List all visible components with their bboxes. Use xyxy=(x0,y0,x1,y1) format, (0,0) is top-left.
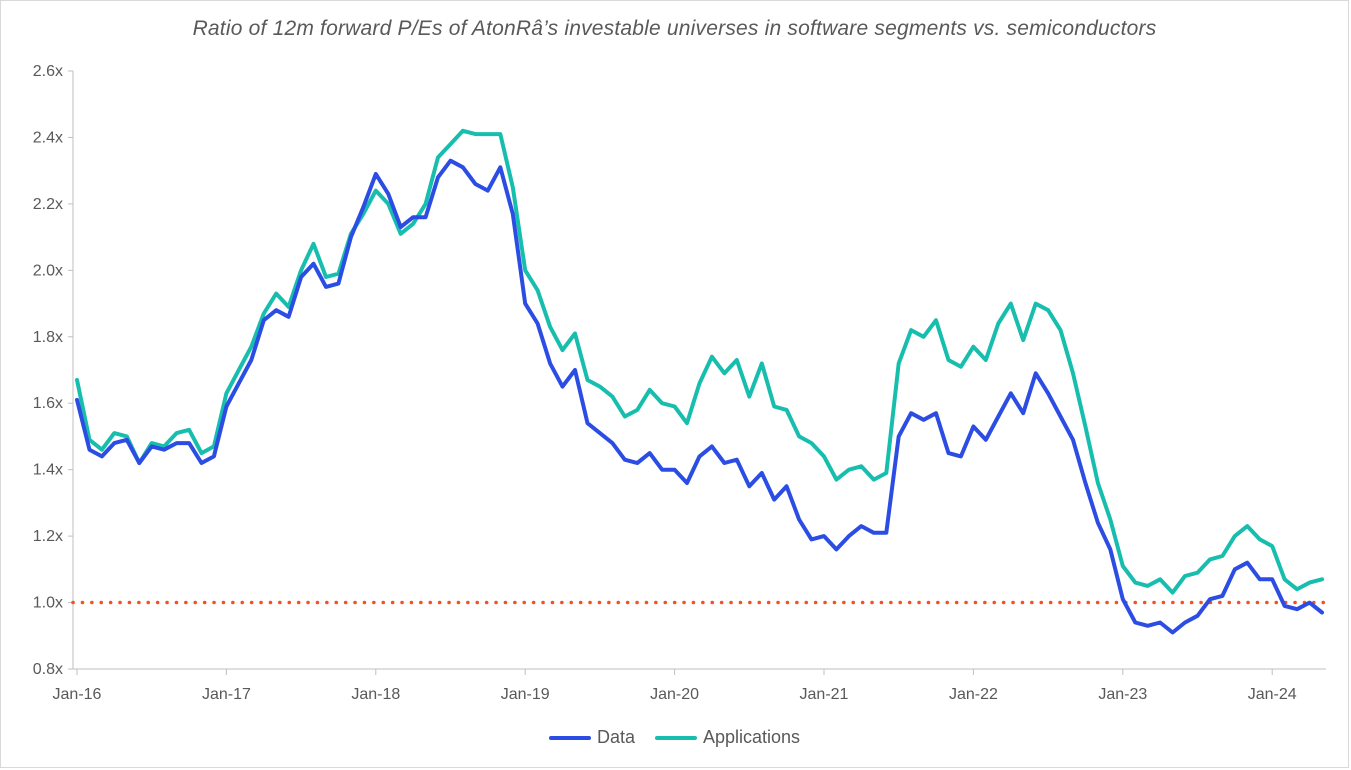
x-tick-label: Jan-20 xyxy=(650,686,699,703)
series-lines xyxy=(75,128,1324,635)
x-tick-label: Jan-21 xyxy=(800,686,849,703)
y-tick-label: 1.0x xyxy=(33,595,63,612)
series-line-applications xyxy=(75,128,1324,595)
y-tick-label: 2.6x xyxy=(33,63,63,80)
axes xyxy=(72,71,1326,670)
x-tick-label: Jan-22 xyxy=(949,686,998,703)
y-tick-label: 1.2x xyxy=(33,528,63,545)
x-tick-label: Jan-24 xyxy=(1248,686,1297,703)
legend-label-data: Data xyxy=(596,727,635,747)
chart-title: Ratio of 12m forward P/Es of AtonRâ’s in… xyxy=(192,17,1157,40)
x-tick-label: Jan-18 xyxy=(351,686,400,703)
y-tick-label: 1.6x xyxy=(33,395,63,412)
x-tick-label: Jan-17 xyxy=(202,686,251,703)
x-tick-label: Jan-23 xyxy=(1098,686,1147,703)
y-tick-label: 0.8x xyxy=(33,661,63,678)
legend-item-applications: Applications xyxy=(654,727,801,748)
chart-legend: Data Applications xyxy=(1,727,1348,748)
legend-label-applications: Applications xyxy=(702,727,801,747)
y-tick-label: 1.4x xyxy=(33,462,63,479)
y-tick-label: 2.0x xyxy=(33,262,63,279)
y-tick-label: 2.4x xyxy=(33,129,63,146)
x-tick-label: Jan-16 xyxy=(53,686,102,703)
legend-item-data: Data xyxy=(548,727,635,748)
x-tick-label: Jan-19 xyxy=(501,686,550,703)
legend-swatch-data xyxy=(548,735,591,740)
legend-swatch-applications xyxy=(654,735,697,740)
y-tick-label: 2.2x xyxy=(33,196,63,213)
axis-ticks: 0.8x 1.0x 1.2x 1.4x 1.6x 1.8x 2.0x 2.2x 2.4x 2.6x… xyxy=(33,63,1297,703)
y-tick-label: 1.8x xyxy=(33,329,63,346)
series-line-data xyxy=(75,158,1324,635)
